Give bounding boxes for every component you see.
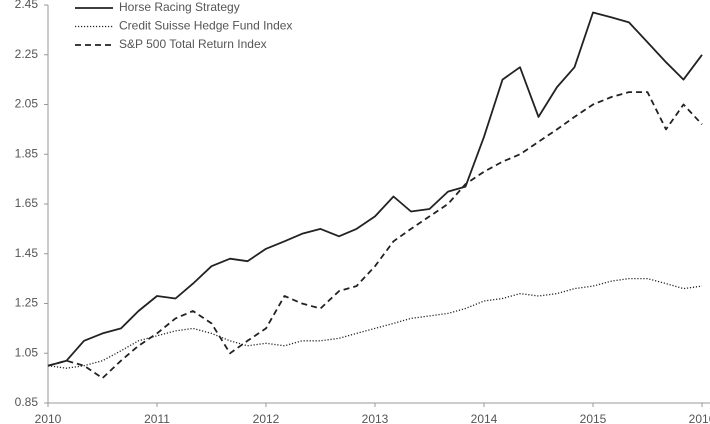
y-tick-label: 2.45 [15,0,39,11]
y-tick-label: 1.45 [15,246,39,260]
x-tick-label: 2012 [253,412,280,424]
y-tick-label: 1.05 [15,345,39,359]
legend-label: Credit Suisse Hedge Fund Index [119,19,292,33]
y-tick-label: 2.05 [15,97,39,111]
legend-label: S&P 500 Total Return Index [119,37,267,51]
x-tick-label: 2011 [144,412,170,424]
series-line [47,277,703,369]
x-tick-label: 2010 [35,412,62,424]
x-tick-label: 2016 [689,412,710,424]
series-line [47,91,703,379]
y-tick-label: 1.85 [15,146,39,160]
x-tick-label: 2013 [362,412,389,424]
y-tick-label: 1.25 [15,296,39,310]
legend-label: Horse Racing Strategy [119,0,240,14]
y-tick-label: 2.25 [15,47,39,61]
y-tick-label: 1.65 [15,196,39,210]
y-tick-label: 0.85 [15,395,39,409]
x-tick-label: 2014 [471,412,498,424]
x-tick-label: 2015 [580,412,607,424]
series-line [47,11,703,367]
